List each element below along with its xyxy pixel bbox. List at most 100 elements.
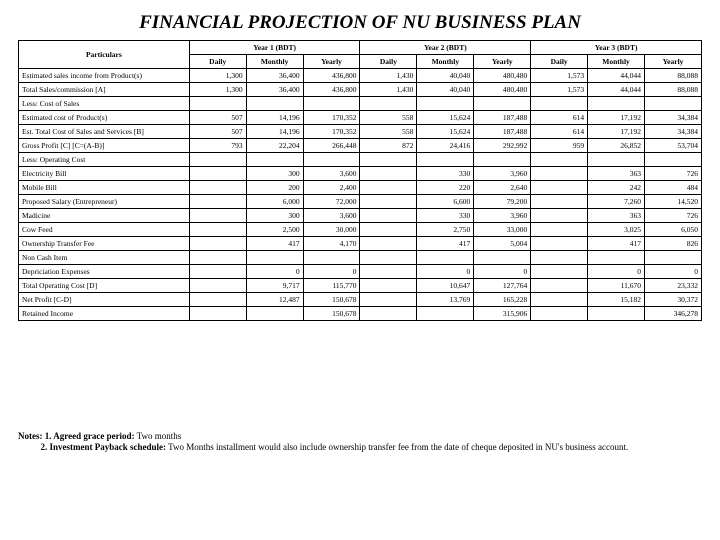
row-label: Cow Feed bbox=[19, 223, 190, 237]
cell-value: 0 bbox=[474, 265, 531, 279]
cell-value: 1,300 bbox=[189, 69, 246, 83]
cell-value: 88,088 bbox=[645, 83, 702, 97]
cell-value: 872 bbox=[360, 139, 417, 153]
cell-value: 9,717 bbox=[246, 279, 303, 293]
cell-value bbox=[360, 153, 417, 167]
cell-value: 44,044 bbox=[588, 69, 645, 83]
row-label: Retained Income bbox=[19, 307, 190, 321]
cell-value: 11,670 bbox=[588, 279, 645, 293]
row-label: Total Sales/commission [A] bbox=[19, 83, 190, 97]
cell-value: 826 bbox=[645, 237, 702, 251]
cell-value bbox=[645, 251, 702, 265]
cell-value: 2,500 bbox=[246, 223, 303, 237]
cell-value bbox=[531, 181, 588, 195]
cell-value: 30,372 bbox=[645, 293, 702, 307]
cell-value bbox=[189, 307, 246, 321]
header-year1: Year 1 (BDT) bbox=[189, 41, 360, 55]
cell-value: 17,192 bbox=[588, 111, 645, 125]
cell-value: 1,300 bbox=[189, 83, 246, 97]
cell-value: 558 bbox=[360, 111, 417, 125]
cell-value bbox=[189, 279, 246, 293]
cell-value: 417 bbox=[246, 237, 303, 251]
cell-value: 3,960 bbox=[474, 209, 531, 223]
table-row: Cow Feed2,50030,0002,75033,0003,0256,050 bbox=[19, 223, 702, 237]
header-monthly: Monthly bbox=[588, 55, 645, 69]
cell-value: 558 bbox=[360, 125, 417, 139]
notes-block: Notes: 1. Agreed grace period: Two month… bbox=[18, 431, 702, 454]
cell-value bbox=[360, 265, 417, 279]
cell-value bbox=[417, 307, 474, 321]
cell-value bbox=[531, 167, 588, 181]
cell-value: 2,400 bbox=[303, 181, 360, 195]
row-label: Net Profit [C-D] bbox=[19, 293, 190, 307]
cell-value: 417 bbox=[588, 237, 645, 251]
cell-value: 170,352 bbox=[303, 125, 360, 139]
header-monthly: Monthly bbox=[417, 55, 474, 69]
cell-value: 2,640 bbox=[474, 181, 531, 195]
cell-value: 793 bbox=[189, 139, 246, 153]
row-label: Madicine bbox=[19, 209, 190, 223]
cell-value: 726 bbox=[645, 167, 702, 181]
table-row: Depriciation Expenses000000 bbox=[19, 265, 702, 279]
cell-value: 300 bbox=[246, 167, 303, 181]
cell-value bbox=[417, 251, 474, 265]
cell-value: 14,520 bbox=[645, 195, 702, 209]
table-row: Mobile Bill2002,4002202,640242484 bbox=[19, 181, 702, 195]
cell-value: 30,000 bbox=[303, 223, 360, 237]
header-particulars: Particulars bbox=[19, 41, 190, 69]
cell-value: 315,906 bbox=[474, 307, 531, 321]
header-year2: Year 2 (BDT) bbox=[360, 41, 531, 55]
cell-value bbox=[360, 181, 417, 195]
header-daily: Daily bbox=[531, 55, 588, 69]
cell-value: 33,000 bbox=[474, 223, 531, 237]
cell-value bbox=[360, 279, 417, 293]
cell-value: 24,416 bbox=[417, 139, 474, 153]
cell-value: 12,487 bbox=[246, 293, 303, 307]
cell-value: 1,430 bbox=[360, 69, 417, 83]
cell-value bbox=[189, 237, 246, 251]
cell-value bbox=[531, 251, 588, 265]
cell-value: 115,770 bbox=[303, 279, 360, 293]
cell-value bbox=[474, 251, 531, 265]
cell-value: 417 bbox=[417, 237, 474, 251]
note1-label: 1. Agreed grace period: bbox=[45, 431, 135, 441]
table-row: Non Cash Item bbox=[19, 251, 702, 265]
cell-value: 40,040 bbox=[417, 83, 474, 97]
cell-value bbox=[189, 293, 246, 307]
cell-value: 726 bbox=[645, 209, 702, 223]
cell-value: 330 bbox=[417, 209, 474, 223]
cell-value bbox=[303, 153, 360, 167]
table-row: Net Profit [C-D]12,487150,67813,769165,2… bbox=[19, 293, 702, 307]
table-row: Estimated sales income from Product(s)1,… bbox=[19, 69, 702, 83]
cell-value: 3,025 bbox=[588, 223, 645, 237]
cell-value: 72,000 bbox=[303, 195, 360, 209]
cell-value: 330 bbox=[417, 167, 474, 181]
header-daily: Daily bbox=[360, 55, 417, 69]
cell-value: 507 bbox=[189, 111, 246, 125]
row-label: Non Cash Item bbox=[19, 251, 190, 265]
cell-value: 88,088 bbox=[645, 69, 702, 83]
cell-value: 220 bbox=[417, 181, 474, 195]
cell-value: 53,704 bbox=[645, 139, 702, 153]
cell-value: 1,573 bbox=[531, 69, 588, 83]
cell-value: 22,204 bbox=[246, 139, 303, 153]
cell-value bbox=[360, 167, 417, 181]
cell-value: 0 bbox=[417, 265, 474, 279]
cell-value: 4,170 bbox=[303, 237, 360, 251]
cell-value bbox=[531, 209, 588, 223]
row-label: Total Operating Cost [D] bbox=[19, 279, 190, 293]
cell-value bbox=[189, 153, 246, 167]
cell-value: 17,192 bbox=[588, 125, 645, 139]
cell-value: 507 bbox=[189, 125, 246, 139]
table-row: Retained Income150,678315,906346,278 bbox=[19, 307, 702, 321]
cell-value bbox=[531, 293, 588, 307]
cell-value bbox=[246, 153, 303, 167]
cell-value: 484 bbox=[645, 181, 702, 195]
cell-value: 200 bbox=[246, 181, 303, 195]
cell-value: 242 bbox=[588, 181, 645, 195]
cell-value: 2,750 bbox=[417, 223, 474, 237]
cell-value bbox=[360, 195, 417, 209]
cell-value bbox=[588, 251, 645, 265]
cell-value: 10,647 bbox=[417, 279, 474, 293]
cell-value: 36,400 bbox=[246, 83, 303, 97]
